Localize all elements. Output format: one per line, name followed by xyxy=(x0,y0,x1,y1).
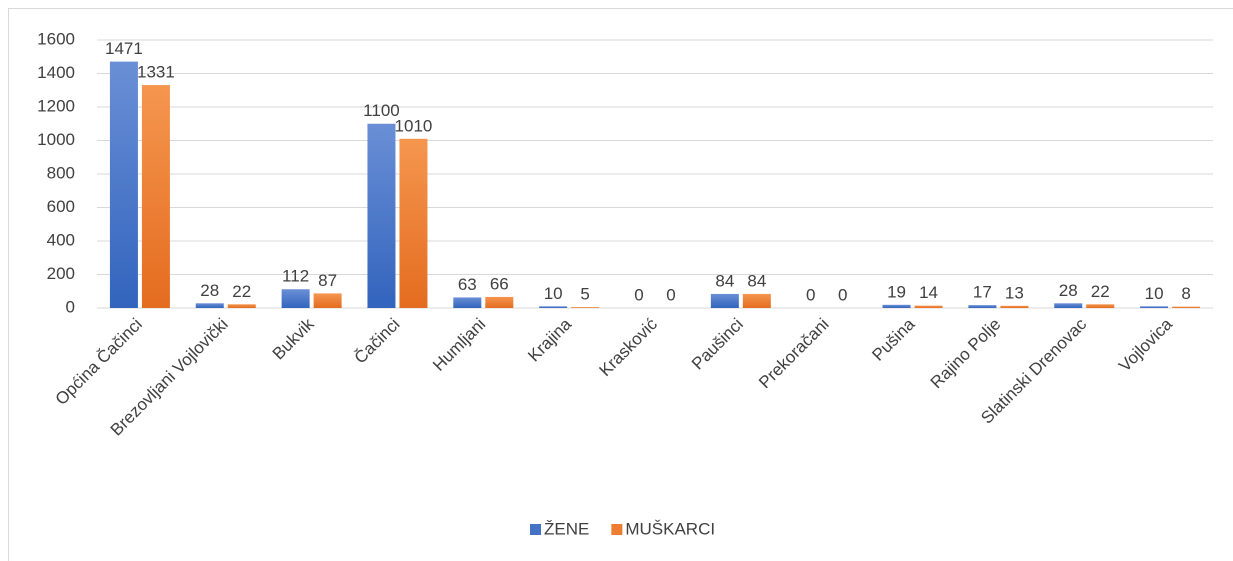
data-label: 28 xyxy=(200,281,219,300)
bar xyxy=(1140,306,1169,308)
data-label: 1471 xyxy=(105,39,143,58)
y-tick-label: 600 xyxy=(47,197,75,216)
data-label: 5 xyxy=(580,285,589,304)
x-tick-group: Humljani xyxy=(429,315,489,375)
bar xyxy=(1172,306,1201,308)
bar xyxy=(968,305,997,308)
y-tick-label: 400 xyxy=(47,230,75,249)
y-tick-label: 800 xyxy=(47,163,75,182)
data-label: 66 xyxy=(490,274,509,293)
data-label: 22 xyxy=(1091,282,1110,301)
data-label: 84 xyxy=(747,271,766,290)
bar xyxy=(1000,305,1029,308)
x-tick-label: Općina Čačinci xyxy=(52,315,146,409)
x-tick-group: Rajino Polje xyxy=(927,315,1005,393)
x-tick-label: Pušina xyxy=(868,314,919,365)
bar xyxy=(367,123,396,308)
x-tick-group: Bukvik xyxy=(269,314,318,363)
legend-label: MUŠKARCI xyxy=(625,519,715,538)
bar xyxy=(742,293,771,308)
data-label: 8 xyxy=(1181,284,1190,303)
x-tick-label: Prekoračani xyxy=(755,315,833,393)
bar xyxy=(227,304,256,308)
bar xyxy=(1054,303,1083,308)
data-label: 1100 xyxy=(363,101,400,120)
chart-border xyxy=(8,8,1233,561)
data-label: 10 xyxy=(1145,284,1164,303)
y-tick-label: 200 xyxy=(47,264,75,283)
y-tick-label: 1600 xyxy=(37,29,75,48)
x-tick-group: Prekoračani xyxy=(755,315,833,393)
x-tick-label: Čačinci xyxy=(351,315,404,368)
x-tick-group: Čačinci xyxy=(351,315,404,368)
bar xyxy=(539,306,568,308)
bar xyxy=(485,296,514,308)
data-label: 22 xyxy=(232,282,251,301)
x-tick-label: Bukvik xyxy=(269,314,318,363)
bar xyxy=(453,297,482,308)
x-tick-label: Humljani xyxy=(429,315,489,375)
data-label: 0 xyxy=(634,285,643,304)
bar xyxy=(195,303,224,308)
y-tick-label: 1000 xyxy=(37,130,75,149)
bar xyxy=(141,85,170,309)
data-label: 63 xyxy=(458,275,477,294)
data-label: 0 xyxy=(666,285,675,304)
legend-label: ŽENE xyxy=(544,519,589,538)
data-label: 14 xyxy=(919,283,938,302)
bar xyxy=(281,289,310,308)
data-label: 112 xyxy=(282,267,309,286)
data-label: 17 xyxy=(973,283,992,302)
data-label: 19 xyxy=(887,282,906,301)
bar xyxy=(109,61,138,308)
legend-swatch xyxy=(530,524,541,535)
x-tick-group: Vojlovica xyxy=(1115,314,1176,375)
bar xyxy=(399,138,428,308)
data-label: 28 xyxy=(1059,281,1078,300)
data-label: 10 xyxy=(544,284,563,303)
data-label: 87 xyxy=(318,271,337,290)
x-tick-group: Pušina xyxy=(868,314,919,365)
bar xyxy=(571,307,600,308)
y-tick-label: 1400 xyxy=(37,63,75,82)
data-label: 13 xyxy=(1005,283,1024,302)
bar xyxy=(914,305,943,308)
x-tick-label: Rajino Polje xyxy=(927,315,1005,393)
data-label: 0 xyxy=(838,285,847,304)
y-tick-label: 1200 xyxy=(37,96,75,115)
y-tick-label: 0 xyxy=(66,297,75,316)
bar xyxy=(313,293,342,308)
x-tick-label: Krasković xyxy=(595,314,661,380)
bar xyxy=(1086,304,1115,308)
x-tick-group: Krasković xyxy=(595,314,661,380)
x-tick-label: Paušinci xyxy=(688,315,747,374)
bar xyxy=(710,293,739,308)
data-label: 1010 xyxy=(395,116,433,135)
x-tick-group: Općina Čačinci xyxy=(52,315,146,409)
data-label: 1331 xyxy=(137,63,175,82)
x-tick-label: Vojlovica xyxy=(1115,314,1176,375)
legend-swatch xyxy=(611,524,623,535)
bar xyxy=(882,304,911,308)
data-label: 0 xyxy=(806,285,815,304)
x-tick-group: Krajina xyxy=(524,314,575,365)
x-tick-label: Krajina xyxy=(524,314,575,365)
data-label: 84 xyxy=(715,271,734,290)
x-tick-group: Paušinci xyxy=(688,315,747,374)
